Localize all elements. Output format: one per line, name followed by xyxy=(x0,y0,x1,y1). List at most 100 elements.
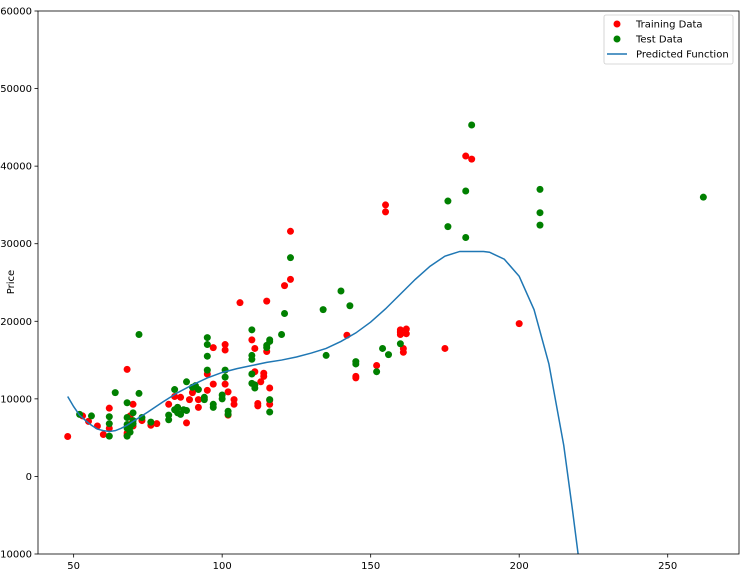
training-point xyxy=(165,400,173,408)
training-point xyxy=(203,386,211,394)
test-point xyxy=(203,341,211,349)
test-point xyxy=(123,399,131,407)
test-point xyxy=(699,193,707,201)
training-point xyxy=(263,297,271,305)
test-point xyxy=(248,355,256,363)
legend-label-training: Training Data xyxy=(635,20,703,31)
training-point xyxy=(209,344,217,352)
test-point xyxy=(286,254,294,262)
training-point xyxy=(462,152,470,160)
y-tick-label: 0 xyxy=(26,472,32,483)
test-point xyxy=(281,310,289,318)
training-point xyxy=(441,344,449,352)
training-point xyxy=(266,384,274,392)
legend-marker-training xyxy=(613,20,621,28)
test-point xyxy=(105,413,113,421)
training-point xyxy=(224,388,232,396)
training-point xyxy=(153,420,161,428)
legend: Training Data Test Data Predicted Functi… xyxy=(603,14,734,65)
test-point xyxy=(138,413,146,421)
training-point xyxy=(194,396,202,404)
predicted-function-line xyxy=(67,250,579,554)
test-point xyxy=(266,408,274,416)
y-tick-label: 60000 xyxy=(0,7,32,18)
y-axis-label: Price xyxy=(6,270,17,294)
training-point xyxy=(194,403,202,411)
training-point xyxy=(105,404,113,412)
test-point xyxy=(203,352,211,360)
training-point xyxy=(352,374,360,382)
x-tick-label: 250 xyxy=(658,561,677,572)
test-point xyxy=(352,360,360,368)
training-point xyxy=(230,396,238,404)
training-point xyxy=(402,325,410,333)
test-point xyxy=(123,413,131,421)
test-point xyxy=(171,386,179,394)
test-point xyxy=(111,389,119,397)
test-point xyxy=(147,418,155,426)
series-layer xyxy=(64,121,707,554)
training-point xyxy=(468,155,476,163)
test-point xyxy=(105,432,113,440)
test-point xyxy=(462,187,470,195)
test-point xyxy=(536,221,544,229)
y-tick-label: 30000 xyxy=(0,239,32,250)
test-point xyxy=(165,416,173,424)
training-point xyxy=(123,365,131,373)
x-tick-label: 150 xyxy=(361,561,380,572)
test-point xyxy=(536,185,544,193)
training-point xyxy=(257,378,265,386)
x-tick-label: 200 xyxy=(510,561,529,572)
test-point xyxy=(468,121,476,129)
test-point xyxy=(444,197,452,205)
test-point xyxy=(322,351,330,359)
plot-frame xyxy=(37,10,740,555)
test-point xyxy=(266,336,274,344)
legend-marker-test xyxy=(613,35,621,43)
training-point xyxy=(99,431,107,439)
training-point xyxy=(185,396,193,404)
training-point xyxy=(373,362,381,369)
training-point xyxy=(85,417,92,425)
y-tick-label: 50000 xyxy=(0,84,32,95)
test-point xyxy=(224,410,232,418)
test-point xyxy=(194,386,202,394)
y-tick-label: 20000 xyxy=(0,317,32,328)
y-tick-label: 40000 xyxy=(0,162,32,173)
x-tick-label: 50 xyxy=(67,561,80,572)
test-point xyxy=(221,373,229,381)
training-point xyxy=(286,227,294,235)
y-axis: -10000 0 10000 20000 30000 40000 50000 60000 xyxy=(0,7,38,561)
x-axis: 50 100 150 200 250 xyxy=(67,554,677,572)
training-point xyxy=(177,393,185,401)
test-point xyxy=(444,223,452,231)
test-point xyxy=(135,389,143,397)
test-point xyxy=(248,326,256,334)
test-point xyxy=(87,412,95,420)
test-point xyxy=(105,420,113,428)
training-point xyxy=(221,380,229,388)
test-point xyxy=(183,406,191,414)
test-point xyxy=(379,344,387,352)
legend-frame xyxy=(603,14,734,65)
training-point xyxy=(64,432,72,440)
test-point xyxy=(346,302,354,310)
training-point xyxy=(129,400,137,408)
y-tick-label: -10000 xyxy=(0,550,32,561)
training-point xyxy=(281,282,289,290)
test-point xyxy=(203,366,211,374)
test-point xyxy=(135,330,143,338)
test-point xyxy=(536,209,544,217)
training-point xyxy=(286,275,294,283)
test-point xyxy=(373,368,381,376)
test-point xyxy=(319,306,327,314)
training-point xyxy=(251,344,259,352)
training-point xyxy=(248,336,256,344)
test-point xyxy=(174,403,182,411)
training-point xyxy=(183,419,191,427)
y-tick-label: 10000 xyxy=(0,394,32,405)
test-point xyxy=(183,378,191,386)
test-point xyxy=(203,334,211,342)
training-point xyxy=(254,402,262,410)
